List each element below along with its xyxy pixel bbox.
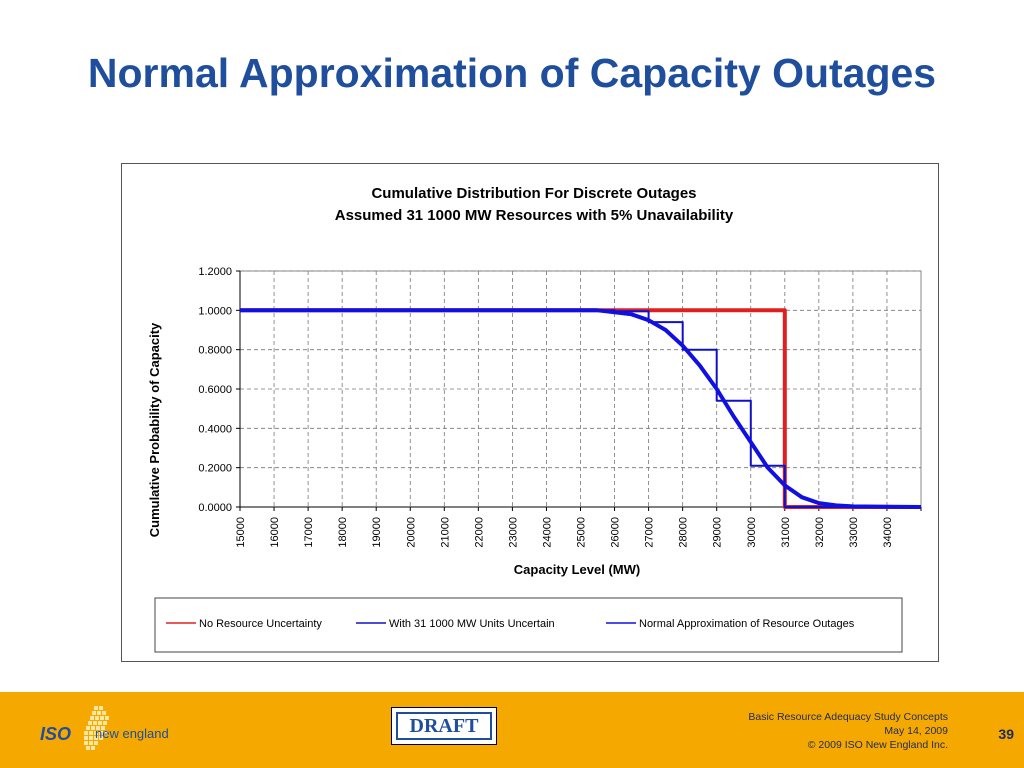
y-tick-label: 1.2000 xyxy=(198,266,232,278)
slide-title: Normal Approximation of Capacity Outages xyxy=(87,50,937,96)
y-tick-label: 1.0000 xyxy=(198,305,232,317)
footer-line-study: Basic Resource Adequacy Study Concepts xyxy=(748,711,948,723)
chart-title: Cumulative Distribution For Discrete Out… xyxy=(371,185,696,202)
y-tick-label: 0.8000 xyxy=(198,345,232,357)
chart-legend: No Resource Uncertainty With 31 1000 MW U… xyxy=(154,597,903,653)
x-tick-label: 28000 xyxy=(678,517,690,548)
footer-info: Basic Resource Adequacy Study Concepts M… xyxy=(748,710,948,752)
x-tick-label: 21000 xyxy=(439,517,451,548)
x-tick-label: 16000 xyxy=(269,517,281,548)
x-axis-label: Capacity Level (MW) xyxy=(514,562,640,577)
x-tick-label: 22000 xyxy=(473,517,485,548)
footer-bar: ISO new england DRAFT Basic Resource Ade… xyxy=(0,692,1024,768)
x-tick-label: 25000 xyxy=(576,517,588,548)
footer-line-date: May 14, 2009 xyxy=(884,725,948,737)
page-number: 39 xyxy=(998,726,1014,742)
x-tick-label: 31000 xyxy=(780,517,792,548)
y-tick-label: 0.6000 xyxy=(198,384,232,396)
x-tick-label: 26000 xyxy=(610,517,622,548)
y-tick-label: 0.2000 xyxy=(198,463,232,475)
iso-new-england-logo: ISO new england xyxy=(40,702,200,757)
legend-entry: With 31 1000 MW Units Uncertain xyxy=(389,618,555,630)
x-tick-label: 20000 xyxy=(405,517,417,548)
x-tick-label: 24000 xyxy=(541,517,553,548)
x-tick-label: 33000 xyxy=(848,517,860,548)
y-tick-label: 0.0000 xyxy=(198,502,232,514)
legend-entry: Normal Approximation of Resource Outages xyxy=(639,618,855,630)
x-tick-label: 17000 xyxy=(303,517,315,548)
x-tick-label: 15000 xyxy=(235,517,247,548)
capacity-cdf-chart: Cumulative Distribution For Discrete Out… xyxy=(147,185,922,653)
new-england-map-icon xyxy=(84,706,109,750)
logo-new-england-text: new england xyxy=(95,726,169,741)
x-tick-label: 32000 xyxy=(814,517,826,548)
footer-line-copyright: © 2009 ISO New England Inc. xyxy=(807,739,948,751)
x-tick-label: 34000 xyxy=(882,517,894,548)
y-tick-label: 0.4000 xyxy=(198,423,232,435)
legend-entry: No Resource Uncertainty xyxy=(199,618,322,630)
chart-subtitle: Assumed 31 1000 MW Resources with 5% Una… xyxy=(335,207,734,224)
logo-iso-text: ISO xyxy=(40,724,72,744)
normal-approximation-line xyxy=(240,308,922,509)
chart-frame: Cumulative Distribution For Discrete Out… xyxy=(121,163,939,662)
x-tick-label: 30000 xyxy=(746,517,758,548)
x-tick-label: 19000 xyxy=(371,517,383,548)
x-tick-label: 27000 xyxy=(644,517,656,548)
x-tick-label: 23000 xyxy=(507,517,519,548)
y-axis-label: Cumulative Probability of Capacity xyxy=(147,322,162,537)
draft-stamp: DRAFT xyxy=(391,707,497,745)
x-tick-label: 29000 xyxy=(712,517,724,548)
draft-label: DRAFT xyxy=(396,712,492,740)
x-tick-label: 18000 xyxy=(337,517,349,548)
